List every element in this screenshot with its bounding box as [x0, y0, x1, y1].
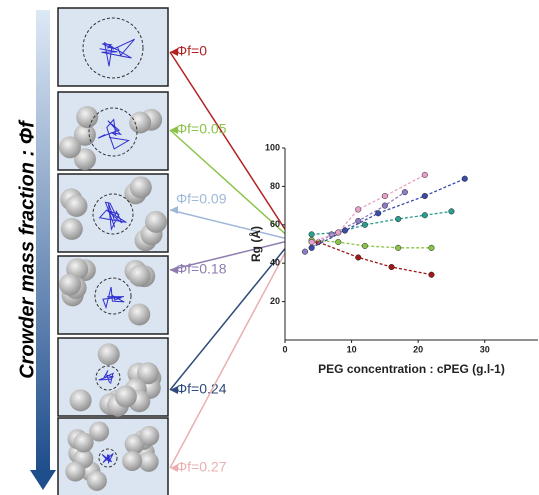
x-tick-label: 20	[413, 344, 423, 354]
pointer-head	[170, 206, 178, 214]
phi-label: Φf=0.05	[176, 121, 227, 137]
data-point	[382, 203, 388, 209]
crowder	[59, 274, 81, 296]
data-point	[429, 245, 435, 251]
data-point	[335, 239, 341, 245]
data-point	[309, 245, 315, 251]
x-tick-label: 0	[282, 344, 287, 354]
y-tick-label: 80	[270, 181, 280, 191]
x-axis-label: PEG concentration : cPEG (g.l-1)	[318, 362, 505, 376]
data-point	[375, 210, 381, 216]
y-axis-label: Rg (Å)	[248, 226, 263, 262]
phi-label: Φf=0.09	[176, 191, 227, 207]
data-point	[355, 218, 361, 224]
arrow-head	[30, 470, 56, 490]
crowder	[76, 106, 98, 128]
y-tick-label: 40	[270, 258, 280, 268]
crowder	[130, 176, 152, 198]
data-point	[402, 189, 408, 195]
phi-label: Φf=0.27	[176, 459, 227, 475]
phi-label: Φf=0.18	[176, 261, 227, 277]
data-point	[395, 216, 401, 222]
data-point	[395, 245, 401, 251]
crowder	[128, 304, 150, 326]
data-point	[309, 239, 315, 245]
data-point	[335, 230, 341, 236]
data-point	[422, 172, 428, 178]
crowder	[129, 265, 151, 287]
crowder	[70, 389, 92, 411]
y-tick-label: 20	[270, 296, 280, 306]
side-label: Crowder mass fraction : Φf	[16, 119, 38, 379]
y-tick-label: 60	[270, 219, 280, 229]
crowder	[61, 218, 83, 240]
crowder	[122, 451, 142, 471]
data-point	[449, 209, 455, 215]
figure: Crowder mass fraction : Φf Φf=0 Φf=0.05 Φf…	[0, 0, 539, 495]
data-point	[355, 207, 361, 213]
crowder	[129, 112, 151, 134]
phi-label: Φf=0.24	[176, 381, 227, 397]
data-point	[302, 249, 308, 255]
crowder	[115, 385, 137, 407]
crowder	[139, 426, 159, 446]
crowder	[87, 471, 107, 491]
x-tick-label: 10	[347, 344, 357, 354]
data-point	[362, 243, 368, 249]
crowder	[65, 462, 85, 482]
data-point	[422, 193, 428, 199]
x-tick-label: 30	[480, 344, 490, 354]
crowder	[98, 343, 120, 365]
crowder	[74, 433, 94, 453]
crowder	[59, 136, 81, 158]
data-point	[382, 193, 388, 199]
data-point	[362, 222, 368, 228]
data-point	[422, 212, 428, 218]
y-tick-label: 100	[265, 142, 280, 152]
phi-label: Φf=0	[176, 43, 207, 59]
data-point	[342, 228, 348, 234]
data-point	[389, 264, 395, 270]
data-point	[355, 255, 361, 261]
crowder	[145, 211, 167, 233]
data-point	[309, 232, 315, 238]
data-point	[429, 272, 435, 278]
crowder	[65, 195, 87, 217]
data-point	[462, 176, 468, 182]
